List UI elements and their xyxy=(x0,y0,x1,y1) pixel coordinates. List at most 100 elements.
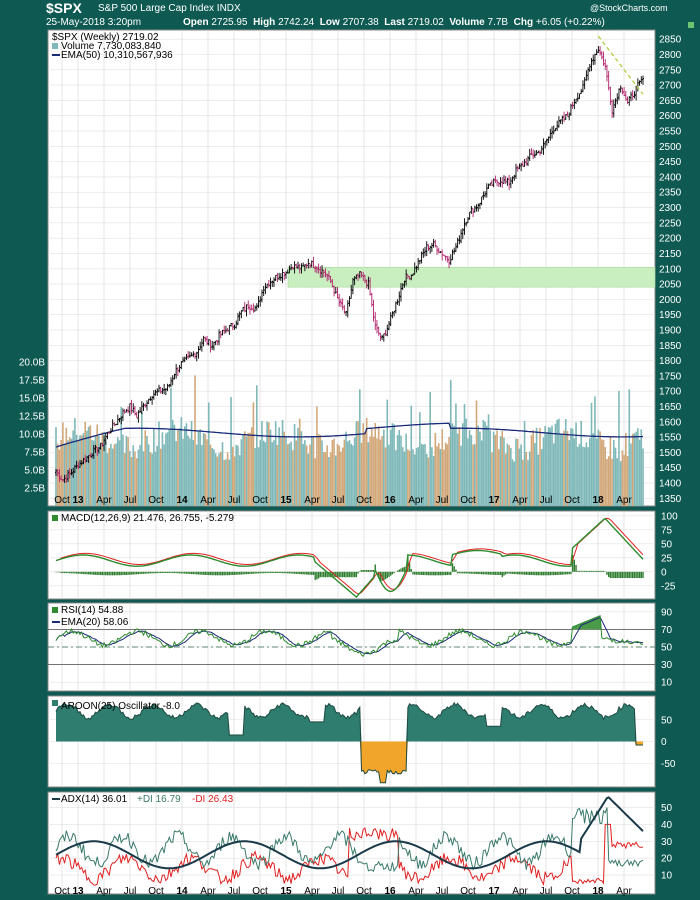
histogram-bar xyxy=(372,570,375,572)
rsi-ema-label: EMA(20) 58.06 xyxy=(61,617,129,628)
volume-bar xyxy=(298,418,301,506)
x-tick: Oct xyxy=(356,886,372,897)
histogram-bar xyxy=(262,571,265,574)
volume-label: Volume xyxy=(449,17,485,28)
volume-bar xyxy=(341,447,344,506)
histogram-bar xyxy=(240,571,243,575)
histogram-bar xyxy=(489,571,491,575)
histogram-bar xyxy=(597,570,600,572)
price-tick: 2700 xyxy=(659,81,682,92)
histogram-bar xyxy=(113,571,116,576)
volume-bar xyxy=(268,422,270,506)
volume-bar xyxy=(292,450,294,506)
volume-bar xyxy=(165,433,167,506)
histogram-bar xyxy=(594,570,596,572)
volume-bar xyxy=(534,442,536,506)
volume-bar xyxy=(590,402,593,506)
volume-bar xyxy=(226,452,229,506)
histogram-bar xyxy=(110,571,112,576)
volume-bar xyxy=(468,430,471,506)
histogram-bar xyxy=(103,571,105,576)
volume-bar xyxy=(376,438,378,506)
volume-tick: 10.0B xyxy=(19,430,45,441)
histogram-bar xyxy=(534,571,536,576)
volume-bar xyxy=(441,429,443,506)
histogram-bar xyxy=(504,571,507,575)
volume-bar xyxy=(314,458,316,506)
histogram-bar xyxy=(211,571,213,576)
histogram-bar xyxy=(299,571,301,575)
histogram-bar xyxy=(184,571,186,574)
x-tick: Jul xyxy=(228,495,241,506)
histogram-bar xyxy=(400,568,402,572)
volume-bar xyxy=(638,439,641,506)
volume-bar xyxy=(134,451,136,506)
volume-bar xyxy=(302,443,304,506)
volume-bar xyxy=(496,430,498,506)
histogram-bar xyxy=(517,571,519,575)
x-tick: 18 xyxy=(592,495,604,506)
volume-bar xyxy=(400,435,402,506)
x-tick: 15 xyxy=(280,886,292,897)
x-tick: Apr xyxy=(512,495,528,506)
x-tick: 18 xyxy=(592,886,604,897)
histogram-bar xyxy=(520,571,522,575)
histogram-bar xyxy=(302,571,304,575)
volume-bar xyxy=(285,437,287,506)
volume-bar xyxy=(437,443,440,506)
histogram-bar xyxy=(638,571,641,579)
y-tick: 90 xyxy=(661,607,673,618)
volume-bar xyxy=(316,406,318,506)
volume-bar xyxy=(544,425,546,506)
volume-bar xyxy=(195,444,198,506)
histogram-bar xyxy=(565,571,567,575)
volume-bar xyxy=(498,449,500,506)
high-value: 2742.24 xyxy=(278,17,315,28)
histogram-bar xyxy=(465,571,467,574)
volume-bar xyxy=(190,420,193,506)
histogram-bar xyxy=(494,571,497,575)
histogram-bar xyxy=(129,571,131,575)
volume-bar xyxy=(451,423,454,506)
histogram-bar xyxy=(293,571,296,574)
volume-bar xyxy=(523,420,526,506)
chg-value: +6.05 (+0.22%) xyxy=(535,17,605,28)
high-label: High xyxy=(253,17,276,28)
histogram-bar xyxy=(503,571,505,576)
histogram-bar xyxy=(568,571,570,575)
y-tick: 70 xyxy=(661,625,673,636)
histogram-bar xyxy=(153,571,155,574)
volume-bar xyxy=(386,399,389,506)
volume-bar xyxy=(307,453,310,506)
volume-bar xyxy=(168,429,171,506)
volume-bar xyxy=(405,433,407,506)
histogram-bar xyxy=(316,571,318,580)
volume-bar xyxy=(238,455,241,506)
histogram-bar xyxy=(189,571,191,574)
histogram-bar xyxy=(324,571,327,578)
histogram-bar xyxy=(166,571,169,573)
volume-bar xyxy=(75,434,78,506)
x-tick: 15 xyxy=(280,495,292,506)
volume-bar xyxy=(106,453,109,506)
volume-bar xyxy=(472,444,474,506)
volume-bar xyxy=(547,427,550,506)
histogram-bar xyxy=(635,571,637,579)
volume-bar xyxy=(436,446,438,506)
volume-bar xyxy=(281,420,284,506)
x-tick: Jul xyxy=(332,886,345,897)
histogram-bar xyxy=(163,571,165,573)
histogram-bar xyxy=(156,571,158,574)
price-tick: 2100 xyxy=(659,264,682,275)
volume-bar xyxy=(460,445,462,506)
histogram-bar xyxy=(63,571,66,574)
volume-bar xyxy=(180,417,183,506)
histogram-bar xyxy=(353,571,356,578)
volume-bar xyxy=(455,403,457,506)
histogram-bar xyxy=(456,571,459,574)
y-tick: 0 xyxy=(661,737,667,748)
price-tick: 2300 xyxy=(659,203,682,214)
histogram-bar xyxy=(173,571,176,574)
histogram-bar xyxy=(235,571,237,575)
volume-bar xyxy=(540,449,543,506)
